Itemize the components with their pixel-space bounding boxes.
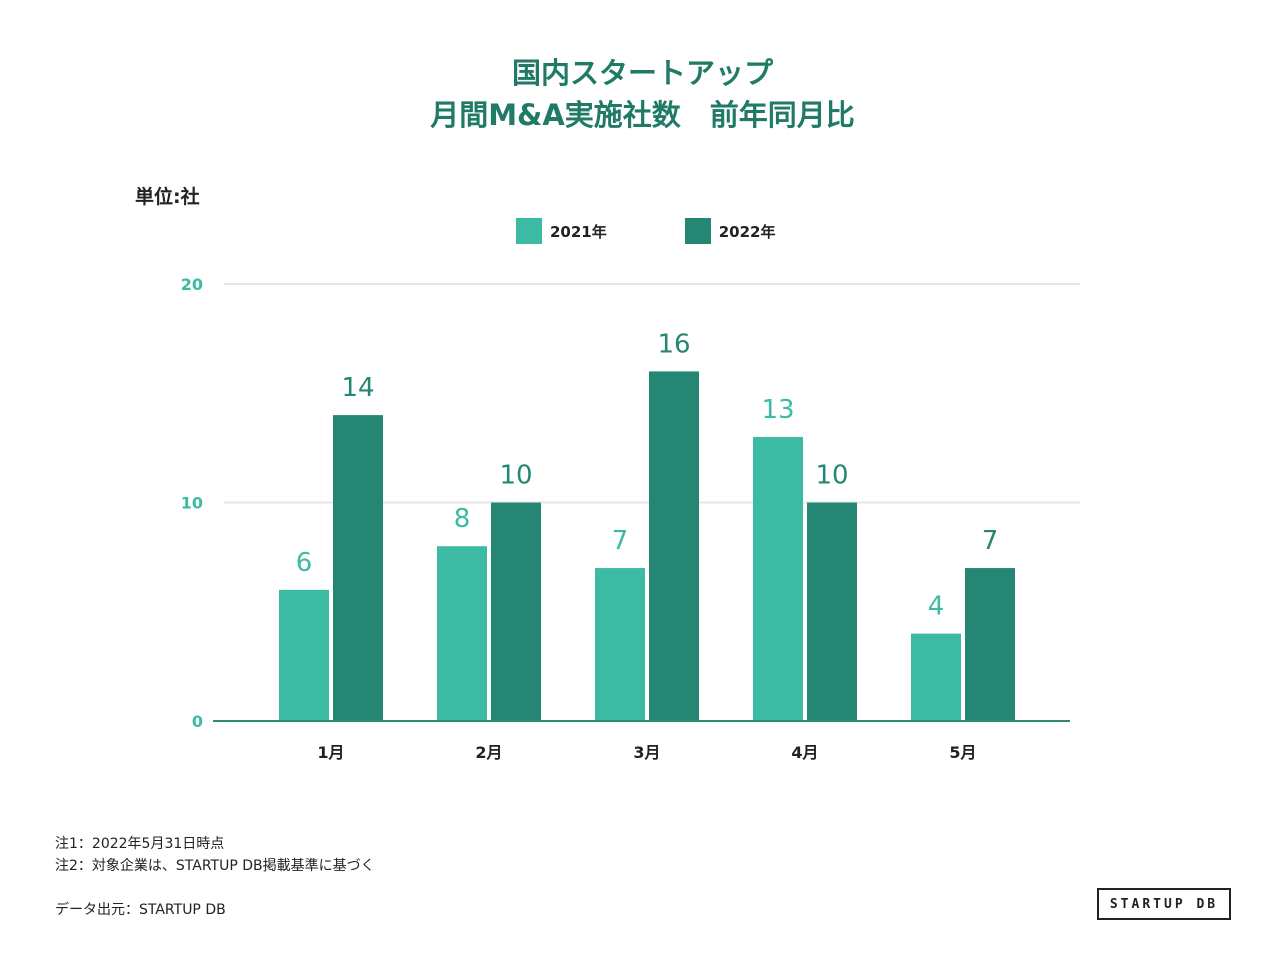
data-label-2022年-4月: 10 — [815, 461, 848, 491]
data-label-2021年-1月: 6 — [296, 548, 313, 578]
startup-db-logo: STARTUP DB — [1097, 888, 1231, 920]
x-tick-label-2月: 2月 — [475, 743, 502, 762]
y-tick-label-0: 0 — [192, 712, 203, 731]
legend-item-2022: 2022年 — [684, 218, 776, 244]
bar-2022年-4月 — [807, 502, 857, 721]
data-label-2022年-2月: 10 — [499, 461, 532, 491]
unit-label: 単位:社 — [135, 186, 200, 208]
bar-2021年-4月 — [753, 436, 803, 721]
legend-label-2021: 2021年 — [550, 222, 607, 241]
x-tick-label-4月: 4月 — [791, 743, 818, 762]
data-label-2022年-1月: 14 — [341, 373, 374, 403]
legend: 2021年 2022年 — [516, 218, 854, 244]
data-label-2022年-3月: 16 — [657, 329, 690, 359]
data-label-2021年-3月: 7 — [612, 526, 629, 556]
footnotes: 注1：2022年5月31日時点 注2：対象企業は、STARTUP DB掲載基準に… — [55, 833, 375, 877]
data-label-2022年-5月: 7 — [982, 526, 999, 556]
bar-2022年-1月 — [333, 415, 383, 721]
chart-title: 国内スタートアップ 月間M&A実施社数 前年同月比 — [0, 52, 1285, 136]
legend-label-2022: 2022年 — [718, 222, 776, 241]
bar-2022年-2月 — [491, 502, 541, 721]
data-label-2021年-5月: 4 — [928, 592, 945, 622]
legend-swatch-2021 — [516, 218, 542, 244]
footnote-1: 注1：2022年5月31日時点 — [55, 836, 225, 852]
data-label-2021年-2月: 8 — [454, 504, 471, 534]
data-label-2021年-4月: 13 — [761, 395, 794, 425]
chart-title-line2: 月間M&A実施社数 前年同月比 — [430, 98, 855, 132]
footnote-2: 注2：対象企業は、STARTUP DB掲載基準に基づく — [55, 858, 375, 874]
bar-2022年-5月 — [965, 568, 1015, 721]
legend-swatch-2022 — [684, 218, 711, 244]
bar-2021年-3月 — [595, 568, 645, 721]
y-tick-label-10: 10 — [181, 494, 203, 513]
data-source: データ出元：STARTUP DB — [55, 902, 226, 918]
bar-2021年-1月 — [279, 589, 329, 721]
legend-item-2021: 2021年 — [516, 218, 607, 244]
chart-title-line1: 国内スタートアップ — [511, 56, 773, 90]
bar-2021年-5月 — [911, 633, 961, 721]
x-tick-label-1月: 1月 — [317, 743, 344, 762]
x-tick-label-5月: 5月 — [949, 743, 976, 762]
bar-2021年-2月 — [437, 546, 487, 721]
bar-2022年-3月 — [649, 371, 699, 721]
x-tick-label-3月: 3月 — [633, 743, 660, 762]
y-tick-label-20: 20 — [181, 275, 203, 294]
bar-chart: 0 10 20 6 14 1月 8 10 2月 7 16 3月 13 10 4月 4 7 5月 — [181, 275, 1080, 762]
